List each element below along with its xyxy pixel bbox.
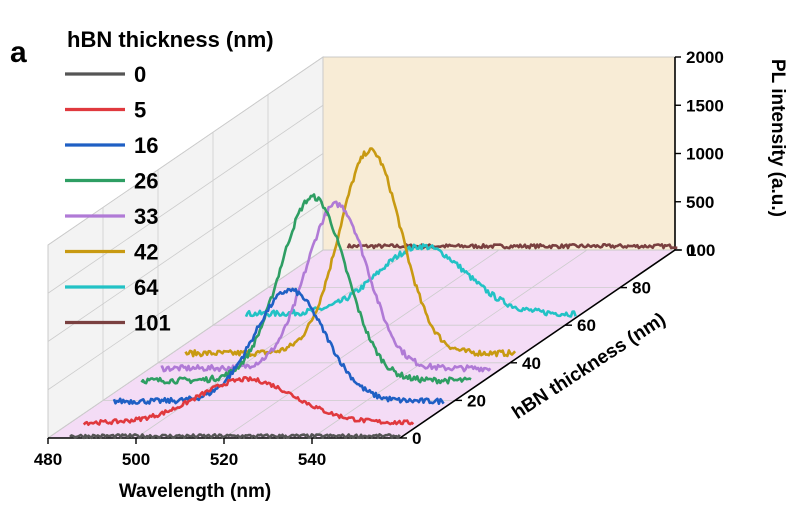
legend: 0 5 16 26 33 42 64 101 [65,62,171,336]
legend-label-64: 64 [134,275,159,300]
side-grid-line [47,56,324,246]
series-line-16 [112,287,445,406]
x-tick-label: 520 [210,450,238,469]
panel-label: a [10,36,27,69]
y-tick-label: 100 [687,241,715,260]
side-grid-line [47,201,324,391]
legend-label-0: 0 [134,62,146,87]
series-line-64 [244,243,577,318]
legend-label-16: 16 [134,133,158,158]
floor-grid-line [311,249,588,439]
series-line-0 [69,432,401,440]
y-tick-label: 80 [632,279,651,298]
legend-label-26: 26 [134,169,158,194]
z-tick-label: 0 [686,241,695,260]
legend-label-33: 33 [134,204,158,229]
z-axis-title: PL intensity (a.u.) [767,59,788,217]
side-grid-line [47,153,324,342]
y-tick-label: 60 [577,316,596,335]
side-grid-line [47,104,324,294]
y-tick-label: 20 [467,391,486,410]
y-tick-label: 40 [522,354,541,373]
z-tick-label: 1500 [686,96,724,115]
legend-label-5: 5 [134,98,146,123]
x-tick-label: 540 [298,450,326,469]
y-axis-line [399,249,676,439]
series-line-42 [184,147,517,358]
series-line-5 [82,375,415,427]
legend-label-42: 42 [134,240,158,265]
series-lines [69,147,678,440]
x-tick-label: 480 [34,450,62,469]
z-tick-label: 2000 [686,48,724,67]
floor-grid-line [223,249,500,439]
series-line-26 [140,193,472,385]
legend-label-101: 101 [134,311,171,336]
series-line-101 [346,243,678,250]
x-axis-title: Wavelength (nm) [119,481,271,502]
y-tick-label: 0 [412,429,421,448]
legend-title: hBN thickness (nm) [67,27,274,52]
z-tick-label: 500 [686,193,714,212]
z-tick-label: 1000 [686,145,724,164]
x-tick-label: 500 [122,450,150,469]
